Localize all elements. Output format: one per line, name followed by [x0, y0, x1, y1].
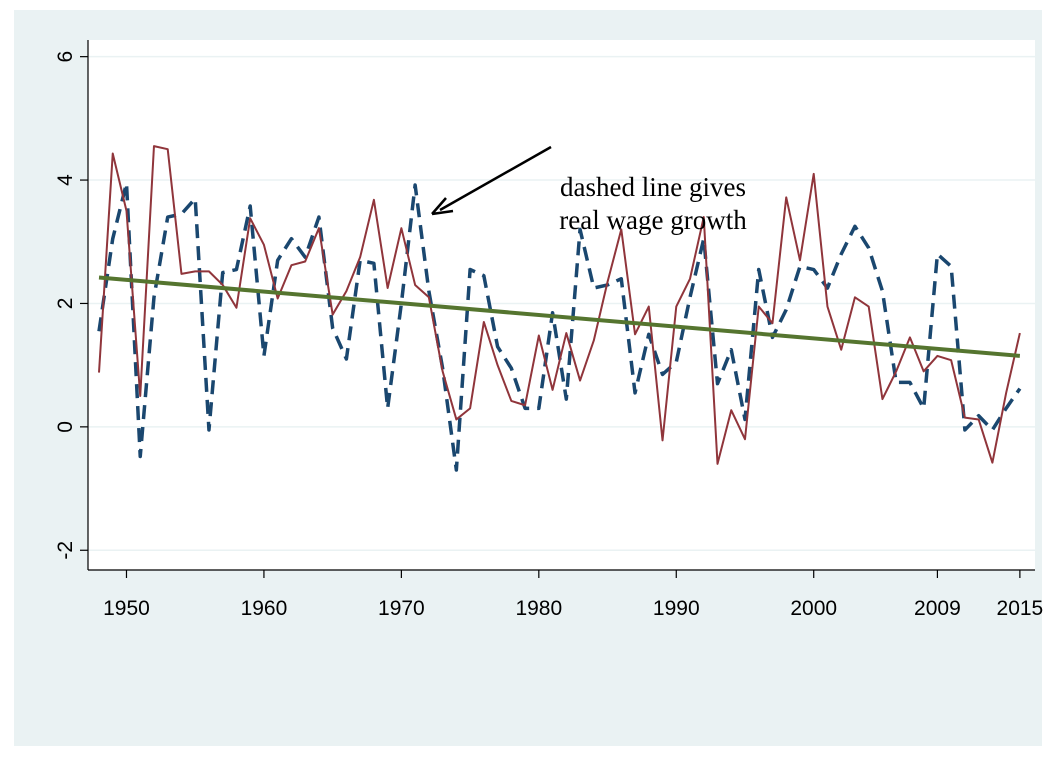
annotation: dashed line gives	[560, 172, 746, 202]
series-line	[97, 145, 1021, 465]
y-tick-label: 6	[54, 51, 77, 63]
annotation-arrow	[431, 145, 552, 216]
x-tick-label: 1980	[515, 597, 562, 620]
x-tick-label: 1970	[378, 597, 425, 620]
lines	[97, 145, 1022, 472]
series-line	[97, 181, 1022, 472]
x-tick-label: 1990	[653, 597, 700, 620]
y-tick-label: 4	[54, 174, 77, 186]
x-tick-label: 2000	[790, 597, 837, 620]
x-tick-label: 2009	[914, 597, 961, 620]
x-tick-label: 1950	[103, 597, 150, 620]
x-tick-label: 1960	[241, 597, 288, 620]
y-tick-label: -2	[54, 541, 77, 560]
annotation: real wage growth	[559, 205, 747, 235]
plot-region	[88, 40, 1035, 570]
grid	[88, 55, 1035, 552]
x-tick-label: 2015	[997, 597, 1044, 620]
y-tick-label: 2	[54, 298, 77, 310]
series-line	[98, 275, 1021, 358]
y-tick-label: 0	[54, 421, 77, 433]
